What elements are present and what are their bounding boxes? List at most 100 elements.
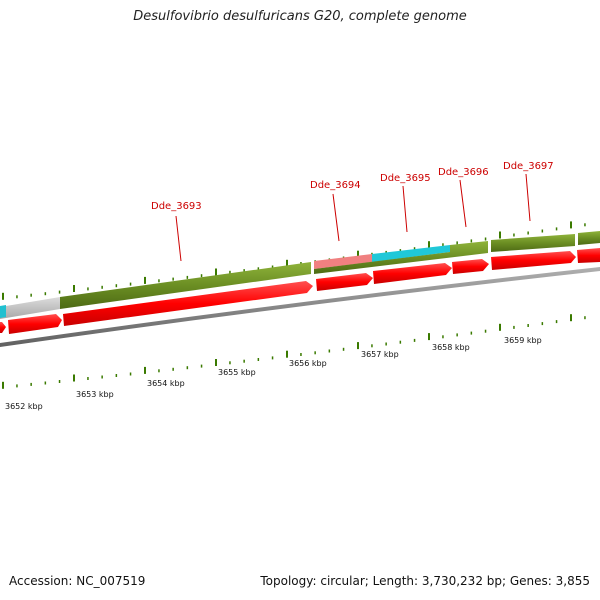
lower-tick [442, 335, 444, 339]
lower-tick [399, 340, 402, 344]
lower-tick [413, 338, 416, 342]
upper-tick [186, 275, 189, 279]
feature-band-green-2 [314, 241, 488, 274]
lower-tick [286, 350, 288, 358]
lower-tick [144, 366, 146, 374]
lower-tick [73, 374, 75, 382]
upper-tick [584, 223, 586, 227]
feature-band-green-1 [60, 262, 311, 309]
upper-tick [115, 284, 118, 288]
gene-arrow-2 [8, 314, 62, 334]
lower-tick [186, 366, 189, 370]
lower-tick [513, 325, 515, 329]
leader-line-dde-3697 [525, 173, 531, 222]
lower-tick [101, 375, 103, 379]
gene-label-dde-3694: Dde_3694 [310, 180, 361, 191]
upper-tick [58, 290, 61, 294]
lower-tick [314, 351, 316, 355]
lower-tick [44, 381, 47, 385]
upper-tick [229, 270, 231, 274]
feature-band-grey [0, 297, 60, 319]
upper-tick [399, 249, 402, 253]
lower-tick [257, 358, 260, 361]
lower-tick [115, 374, 118, 377]
feature-band-cyan [372, 245, 450, 262]
lower-tick [570, 314, 572, 322]
lower-tick [385, 342, 387, 346]
upper-tick [527, 231, 529, 235]
genome-title: Desulfovibrio desulfuricans G20, complet… [133, 9, 467, 24]
leader-line-dde-3694 [332, 193, 340, 242]
kbp-label-3657: 3657 kbp [361, 350, 399, 359]
upper-tick [215, 268, 217, 276]
upper-tick [470, 239, 473, 243]
kbp-label-3653: 3653 kbp [76, 390, 114, 399]
lower-tick [328, 349, 331, 353]
leader-line-dde-3695 [402, 185, 408, 233]
feature-band-green-3 [491, 234, 575, 252]
kbp-label-3658: 3658 kbp [432, 343, 470, 352]
upper-tick [2, 292, 4, 300]
lower-tick [555, 320, 558, 324]
lower-tick [129, 372, 132, 376]
upper-tick [73, 285, 75, 292]
lower-tick [428, 333, 430, 341]
upper-tick [87, 287, 89, 291]
upper-tick [541, 229, 544, 233]
lower-tick [371, 344, 373, 348]
gene-arrow-3 [63, 281, 313, 326]
upper-tick [158, 279, 160, 283]
lower-tick [584, 316, 586, 320]
upper-tick [271, 265, 274, 269]
gene-arrow-4 [316, 273, 373, 291]
feature-band-pink [314, 254, 372, 269]
feature-band-green-4 [578, 231, 600, 245]
lower-tick [243, 359, 245, 363]
upper-tick [172, 277, 174, 281]
lower-tick [87, 377, 89, 380]
upper-tick [442, 243, 444, 247]
lower-tick [541, 322, 544, 326]
upper-tick [570, 221, 572, 229]
gene-label-dde-3697: Dde_3697 [503, 161, 554, 172]
upper-tick [428, 241, 430, 249]
upper-tick [257, 267, 260, 271]
lower-tick [342, 347, 345, 351]
upper-tick [555, 227, 558, 231]
upper-tick [144, 276, 146, 284]
gene-arrow-5 [373, 263, 452, 284]
lower-tick [2, 381, 4, 389]
lower-tick [200, 364, 203, 368]
lower-tick [357, 342, 359, 350]
accession-text: Accession: NC_007519 [9, 574, 146, 588]
gene-label-dde-3695: Dde_3695 [380, 173, 431, 184]
gene-label-dde-3693: Dde_3693 [151, 201, 202, 212]
lower-tick [58, 380, 61, 383]
upper-tick [513, 233, 515, 237]
gene-arrow-6 [452, 259, 489, 274]
upper-tick [101, 285, 103, 289]
lower-tick [484, 329, 487, 333]
lower-tick [470, 331, 473, 335]
upper-tick-row [2, 221, 586, 300]
upper-tick [499, 231, 501, 239]
gene-arrow-8 [577, 248, 600, 263]
upper-tick [243, 269, 245, 273]
upper-tick [456, 241, 458, 245]
genome-backbone [0, 267, 600, 347]
leader-line-dde-3696 [459, 179, 467, 228]
upper-tick [30, 293, 32, 297]
lower-tick [229, 361, 231, 365]
lower-tick [271, 356, 274, 360]
lower-tick [16, 384, 18, 388]
lower-tick [158, 369, 160, 373]
upper-tick [44, 292, 47, 296]
kbp-label-3654: 3654 kbp [147, 379, 185, 388]
upper-tick [200, 274, 203, 278]
kbp-label-3655: 3655 kbp [218, 368, 256, 377]
gene-arrow-7 [491, 251, 576, 270]
kbp-label-3659: 3659 kbp [504, 336, 542, 345]
lower-tick [300, 353, 302, 356]
genome-summary-text: Topology: circular; Length: 3,730,232 bp… [260, 574, 590, 588]
